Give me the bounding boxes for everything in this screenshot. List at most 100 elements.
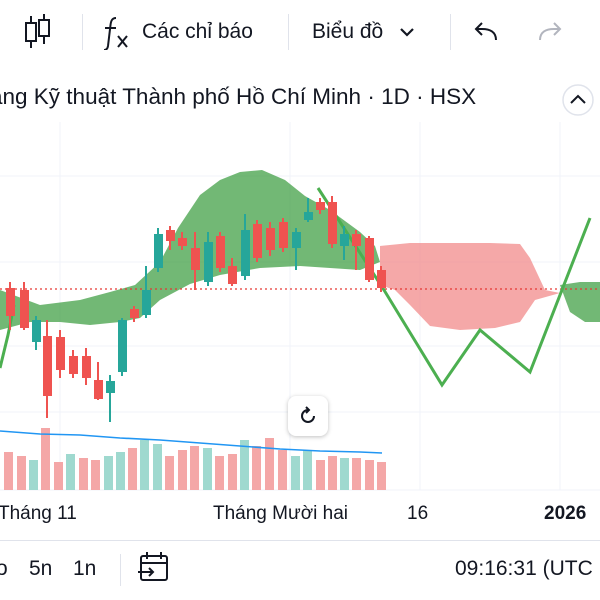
redo-button[interactable] [536, 10, 568, 54]
candle-down [253, 220, 262, 262]
volume-bar [153, 444, 162, 490]
toolbar-divider [82, 14, 83, 50]
candle-down [82, 348, 91, 385]
candle-up [154, 228, 163, 272]
volume-bar [79, 458, 88, 490]
candle-down [377, 266, 386, 292]
candle-up [204, 232, 213, 286]
volume-bar [291, 456, 300, 490]
candle-down [130, 306, 139, 322]
fx-indicator-icon [103, 17, 128, 50]
indicators-label: Các chỉ báo [142, 20, 253, 43]
time-axis-label: 2026 [544, 503, 587, 524]
timeframe-5n[interactable]: 5n [29, 557, 53, 580]
volume-bar [278, 450, 287, 490]
timeframe-partial[interactable]: o [0, 557, 8, 580]
reset-chart-button[interactable] [288, 396, 328, 436]
candle-down [43, 320, 52, 418]
volume-bar [178, 450, 187, 490]
undo-icon [474, 22, 497, 41]
volume-ma-line [0, 430, 383, 454]
volume-bar [316, 460, 325, 490]
chart-type-label: Biểu đồ [312, 20, 384, 43]
chevron-up-icon [562, 84, 594, 116]
volume-bar [265, 438, 274, 490]
toolbar-divider [288, 14, 289, 50]
chart-type-dropdown[interactable]: Biểu đồ [312, 10, 417, 54]
toolbar-divider [450, 14, 451, 50]
candle-down [266, 222, 275, 256]
candle-down [6, 282, 15, 330]
volume-bar [365, 460, 374, 490]
candle-up [241, 214, 250, 280]
volume-bar [215, 456, 224, 490]
symbol-title-row: ằng Kỹ thuật Thành phố Hồ Chí Minh · 1D … [0, 78, 600, 122]
candles [6, 196, 386, 422]
volume-bar [17, 456, 26, 490]
clock-timezone[interactable]: 09:16:31 (UTC [455, 557, 593, 580]
volume-bar [377, 462, 386, 490]
date-range-button[interactable] [136, 550, 176, 590]
candle-down [178, 232, 187, 250]
price-chart[interactable] [0, 122, 600, 494]
volume-bar [54, 462, 63, 490]
volume-bar [165, 456, 174, 490]
volume-bar [128, 448, 137, 490]
timeframe-1n[interactable]: 1n [73, 557, 97, 580]
candle-down [69, 350, 78, 378]
cloud-bull-area-right [560, 282, 600, 322]
volume-bar [328, 456, 337, 490]
candle-up [292, 228, 301, 270]
volume-bar [190, 446, 199, 490]
candle-down [316, 198, 325, 214]
candle-up [118, 318, 127, 376]
candle-down [94, 362, 103, 400]
volume-bar [41, 428, 50, 490]
indicators-button[interactable]: Các chỉ báo [100, 10, 253, 54]
volume-bar [252, 446, 261, 490]
candle-down [56, 330, 65, 378]
candle-down [352, 230, 361, 270]
undo-button[interactable] [472, 10, 504, 54]
reset-icon [301, 406, 315, 423]
chart-style-button[interactable] [22, 10, 54, 54]
candle-up [142, 266, 151, 318]
volume-bar [29, 460, 38, 490]
volume-bar [4, 452, 13, 490]
volume-bar [340, 458, 349, 490]
candle-down [279, 218, 288, 252]
volume-bar [352, 458, 361, 490]
volume-bar [203, 448, 212, 490]
candles-icon [25, 14, 50, 48]
volume-bar [104, 456, 113, 490]
candle-up [340, 226, 349, 260]
candle-down [328, 196, 337, 248]
time-axis-label: Tháng 11 [0, 503, 77, 524]
volume-bar [140, 440, 149, 490]
candle-down [365, 236, 374, 282]
chevron-down-icon [400, 28, 415, 37]
volume-bar [66, 454, 75, 490]
time-axis-label: 16 [407, 503, 429, 524]
time-axis-label: Tháng Mười hai [213, 503, 349, 524]
top-toolbar: Các chỉ báo Biểu đồ [0, 0, 600, 64]
volume-bar [91, 460, 100, 490]
collapse-legend-button[interactable] [556, 78, 600, 122]
candle-down [166, 226, 175, 250]
candle-down [228, 258, 237, 286]
candle-down [191, 232, 200, 290]
candle-down [20, 282, 29, 330]
bottom-divider [120, 554, 121, 586]
cloud-bear-area [380, 243, 560, 330]
redo-icon [539, 22, 562, 41]
volume-bar [228, 454, 237, 490]
volume-bars [4, 428, 386, 490]
candle-up [304, 198, 313, 222]
volume-bar [303, 450, 312, 490]
candle-up [106, 375, 115, 422]
bottom-bar: o 5n 1n 09:16:31 (UTC [0, 540, 600, 600]
candle-down [216, 232, 225, 272]
calendar-goto-icon [138, 552, 168, 581]
cloud-bull-area [0, 170, 380, 330]
symbol-title[interactable]: ằng Kỹ thuật Thành phố Hồ Chí Minh · 1D … [0, 84, 477, 109]
